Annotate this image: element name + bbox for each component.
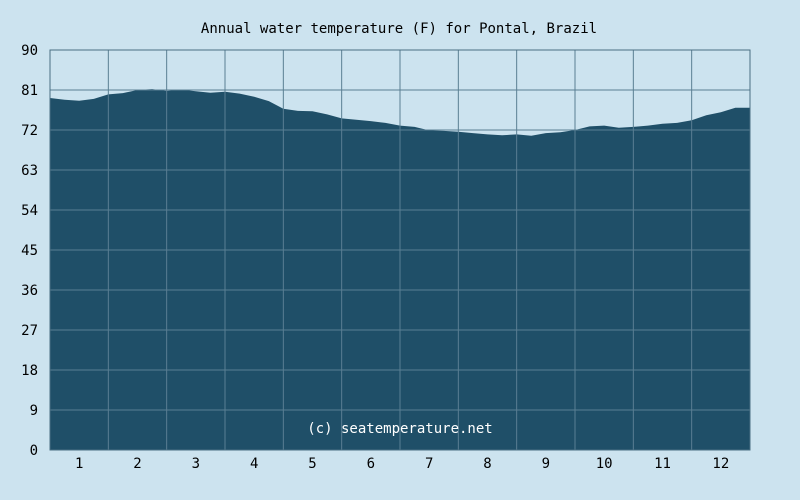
x-tick-label: 5 <box>308 456 316 472</box>
y-tick-label: 90 <box>21 43 38 59</box>
credit-label: (c) seatemperature.net <box>307 421 492 437</box>
x-tick-label: 2 <box>133 456 141 472</box>
y-tick-label: 63 <box>21 163 38 179</box>
x-tick-label: 6 <box>367 456 375 472</box>
x-tick-label: 3 <box>192 456 200 472</box>
x-tick-label: 10 <box>596 456 613 472</box>
x-tick-label: 1 <box>75 456 83 472</box>
x-tick-label: 4 <box>250 456 258 472</box>
y-tick-label: 36 <box>21 283 38 299</box>
x-tick-label: 9 <box>542 456 550 472</box>
x-axis-ticks: 1 2 3 4 5 6 7 8 9 10 11 12 <box>75 456 729 472</box>
y-axis-ticks: 0 9 18 27 36 45 54 63 72 81 90 <box>21 43 38 459</box>
y-tick-label: 0 <box>30 443 38 459</box>
y-tick-label: 18 <box>21 363 38 379</box>
y-tick-label: 45 <box>21 243 38 259</box>
grid <box>49 49 751 451</box>
y-tick-label: 9 <box>30 403 38 419</box>
x-tick-label: 7 <box>425 456 433 472</box>
y-tick-label: 72 <box>21 123 38 139</box>
x-tick-label: 8 <box>483 456 491 472</box>
y-tick-label: 27 <box>21 323 38 339</box>
x-tick-label: 11 <box>654 456 671 472</box>
chart-title: Annual water temperature (F) for Pontal,… <box>201 21 597 37</box>
y-tick-label: 81 <box>21 83 38 99</box>
plot-border <box>49 49 751 451</box>
y-tick-label: 54 <box>21 203 38 219</box>
x-tick-label: 12 <box>712 456 729 472</box>
